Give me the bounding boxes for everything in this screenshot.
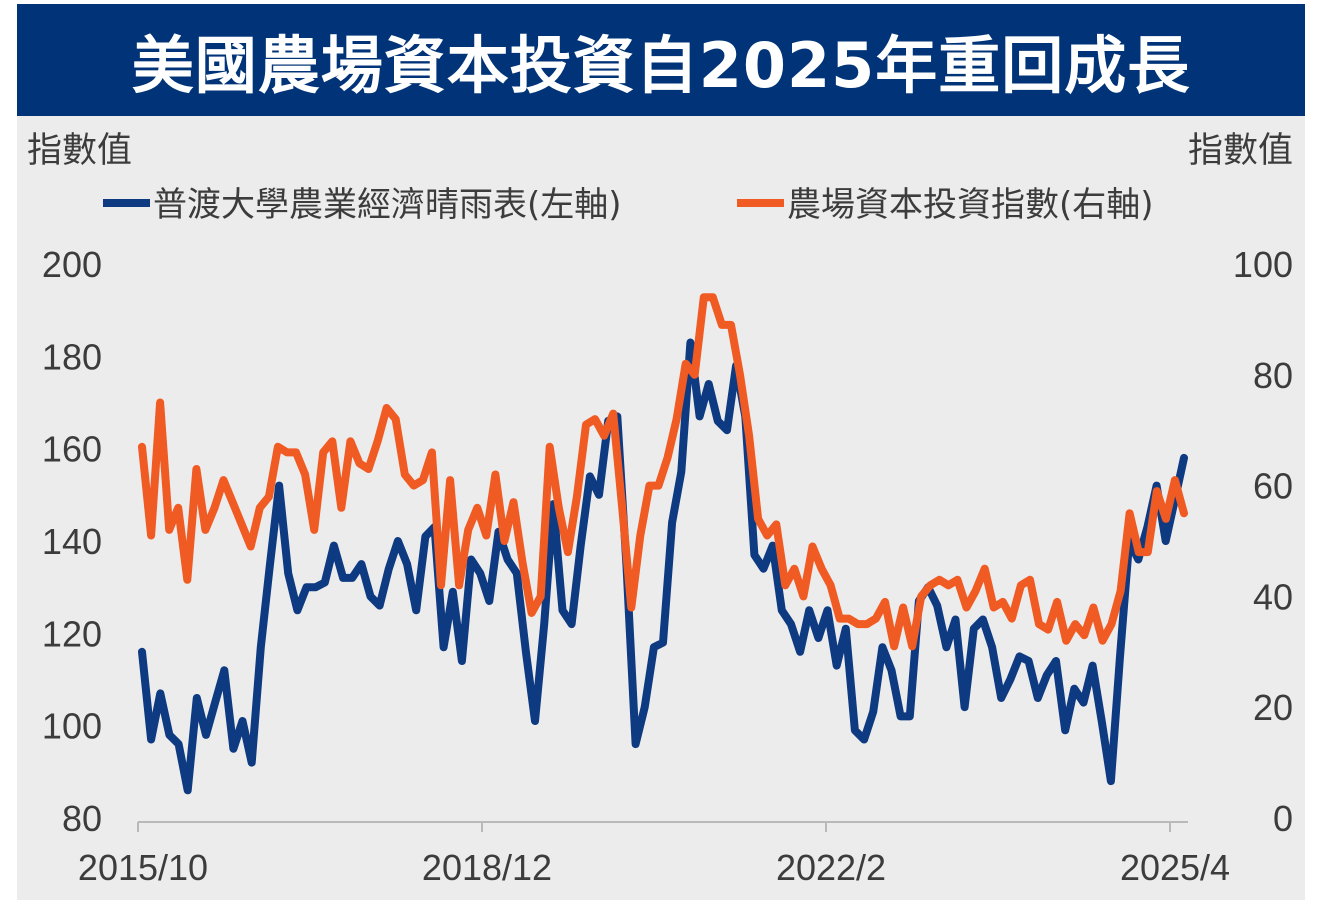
left-tick-label: 180 — [42, 336, 102, 377]
right-tick-label: 0 — [1273, 798, 1293, 839]
left-tick-label: 120 — [42, 613, 102, 654]
x-tick-label: 2022/2 — [776, 847, 886, 888]
left-axis-label: 指數值 — [27, 131, 132, 171]
x-tick-label: 2018/12 — [422, 847, 552, 888]
title-bar: 美國農場資本投資自2025年重回成長 — [17, 4, 1305, 116]
right-tick-label: 40 — [1253, 576, 1293, 617]
series-line-farm-capital-index — [138, 293, 1188, 651]
x-tick-label: 2015/10 — [78, 847, 208, 888]
series-line-purdue-barometer — [138, 338, 1188, 795]
legend-label-left-series: 普渡大學農業經濟晴雨表(左軸) — [153, 185, 622, 225]
left-tick-label: 100 — [42, 706, 102, 747]
right-axis-label: 指數值 — [1188, 131, 1293, 171]
x-tick-label: 2025/4 — [1120, 847, 1230, 888]
left-tick-label: 140 — [42, 521, 102, 562]
left-tick-label: 80 — [62, 798, 102, 839]
chart-title: 美國農場資本投資自2025年重回成長 — [131, 29, 1191, 102]
legend-label-right-series: 農場資本投資指數(右軸) — [787, 185, 1154, 225]
right-tick-label: 60 — [1253, 466, 1293, 507]
right-tick-label: 100 — [1233, 244, 1293, 285]
left-tick-label: 160 — [42, 429, 102, 470]
right-tick-label: 20 — [1253, 687, 1293, 728]
left-tick-label: 200 — [42, 244, 102, 285]
right-tick-label: 80 — [1253, 355, 1293, 396]
